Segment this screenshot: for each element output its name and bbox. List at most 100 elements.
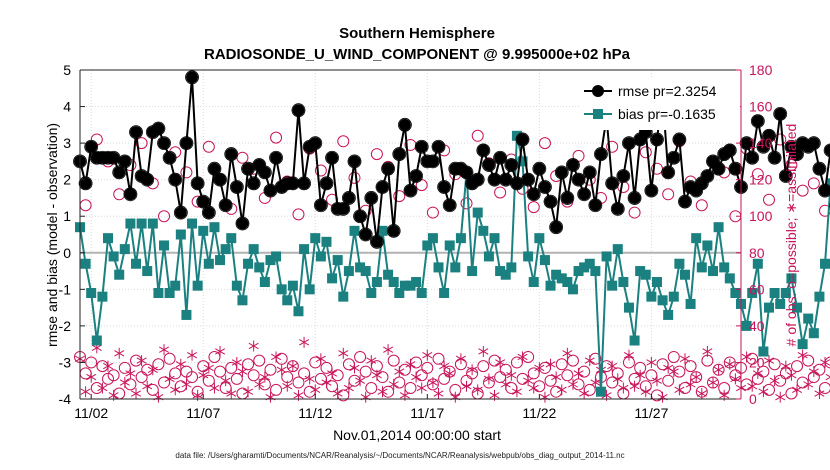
assimilated-obs-marker	[551, 371, 562, 383]
assimilated-obs-marker	[265, 391, 276, 403]
possible-obs-marker	[527, 201, 540, 214]
possible-obs-marker	[225, 361, 238, 374]
possible-obs-marker	[426, 206, 439, 219]
possible-obs-marker	[667, 350, 680, 363]
assimilated-obs-marker	[584, 355, 595, 367]
rmse-marker	[85, 140, 98, 153]
rmse-marker-ring	[633, 132, 648, 147]
rmse-marker	[410, 170, 423, 183]
possible-obs-marker	[494, 186, 507, 199]
rmse-marker-ring	[812, 161, 827, 176]
assimilated-stroke	[691, 373, 702, 381]
assimilated-obs-marker	[607, 360, 618, 372]
assimilated-obs-marker	[220, 375, 231, 387]
bias-marker	[422, 240, 433, 251]
assimilated-stroke	[159, 346, 170, 353]
possible-obs-marker	[432, 352, 445, 365]
possible-obs-marker	[118, 361, 131, 374]
possible-obs-marker	[342, 358, 355, 371]
possible-obs-marker	[796, 184, 809, 197]
bias-marker	[629, 335, 640, 346]
rmse-marker	[320, 177, 333, 190]
bias-marker	[741, 320, 752, 331]
possible-obs-marker	[331, 369, 344, 382]
possible-obs-marker	[740, 378, 753, 391]
bias-marker	[724, 273, 735, 284]
rmse-marker-ring	[224, 147, 239, 161]
assimilated-obs-marker	[102, 360, 114, 372]
assimilated-obs-marker	[416, 382, 427, 394]
possible-obs-marker	[438, 372, 451, 385]
possible-obs-marker	[79, 367, 92, 380]
rmse-marker-ring	[218, 198, 233, 213]
rmse-marker-ring	[773, 106, 788, 121]
bias-marker	[91, 335, 102, 346]
rmse-marker-ring	[594, 147, 608, 161]
possible-obs-marker	[695, 199, 708, 212]
rmse-marker	[79, 177, 92, 190]
assimilated-obs-marker	[691, 371, 702, 383]
rmse-marker-ring	[571, 172, 586, 187]
rmse-marker	[533, 162, 546, 175]
assimilated-obs-marker	[181, 378, 192, 390]
rmse-marker-ring	[409, 169, 424, 183]
y-tick-label-left: -4	[59, 391, 72, 407]
possible-obs-marker	[113, 387, 126, 400]
bias-marker	[209, 222, 220, 233]
assimilated-stroke	[327, 370, 338, 377]
assimilated-obs-marker	[119, 377, 130, 389]
possible-obs-marker	[617, 180, 630, 193]
y-tick-label-left: 0	[63, 245, 71, 261]
y-tick-label-left: 1	[63, 208, 71, 224]
bias-marker	[523, 251, 534, 262]
rmse-marker	[729, 162, 742, 175]
bias-marker	[758, 346, 769, 357]
bias-marker	[556, 273, 567, 284]
rmse-marker-ring	[319, 176, 334, 191]
rmse-marker-ring	[577, 187, 592, 202]
assimilated-obs-marker	[450, 391, 461, 403]
rmse-marker	[544, 195, 557, 208]
assimilated-obs-marker	[405, 358, 416, 370]
assimilated-stroke	[131, 390, 142, 397]
rmse-marker	[337, 202, 350, 215]
legend-box	[580, 78, 740, 130]
bias-marker	[483, 251, 494, 262]
rmse-marker-ring	[106, 150, 121, 165]
assimilated-stroke	[517, 353, 528, 361]
rmse-marker	[527, 188, 540, 201]
assimilated-stroke	[248, 342, 259, 350]
assimilated-stroke	[192, 392, 203, 399]
possible-obs-marker	[230, 372, 243, 385]
rmse-marker-ring	[291, 103, 306, 118]
assimilated-stroke	[495, 359, 506, 366]
assimilated-obs-marker	[674, 384, 685, 396]
assimilated-obs-marker	[237, 366, 248, 378]
assimilated-obs-marker	[623, 349, 634, 361]
assimilated-stroke	[91, 344, 102, 352]
y-axis-label-left: rmse and bias (model - observation)	[44, 123, 60, 347]
rmse-marker-ring	[582, 165, 597, 180]
x-axis-label: Nov.01,2014 00:00:00 start	[333, 427, 501, 443]
rmse-marker-ring	[336, 202, 351, 216]
bias-marker	[775, 298, 786, 309]
assimilated-obs-marker	[321, 377, 332, 389]
assimilated-obs-marker	[741, 351, 752, 363]
assimilated-obs-marker	[472, 384, 483, 396]
rmse-marker	[824, 144, 830, 157]
possible-obs-marker	[292, 376, 305, 389]
possible-obs-marker	[488, 354, 501, 367]
rmse-marker-ring	[201, 205, 216, 220]
y-tick-label-right: 120	[749, 172, 773, 188]
rmse-marker-ring	[246, 176, 261, 191]
possible-obs-marker	[813, 363, 826, 376]
possible-obs-marker	[415, 369, 428, 382]
assimilated-stroke	[483, 375, 494, 383]
bias-marker	[164, 287, 175, 298]
rmse-marker	[757, 140, 770, 153]
rmse-marker-ring	[196, 194, 211, 209]
y-tick-label-left: 3	[63, 135, 71, 151]
assimilated-obs-marker	[388, 378, 399, 390]
legend-bias-label: bias pr=-0.1635	[618, 106, 716, 122]
